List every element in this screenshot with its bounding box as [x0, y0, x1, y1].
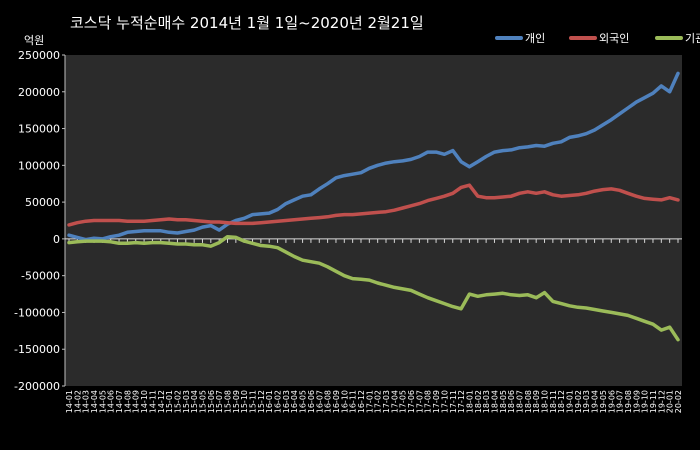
x-tick-label: 16-10 [340, 390, 349, 413]
x-tick-label: 14-06 [107, 390, 116, 413]
x-tick-label: 16-03 [282, 390, 291, 413]
y-tick-label: 0 [53, 233, 60, 246]
x-tick-label: 18-11 [549, 390, 558, 413]
x-tick-label: 15-02 [173, 390, 182, 413]
x-tick-label: 17-10 [440, 390, 449, 413]
x-tick-label: 18-03 [482, 390, 491, 413]
x-tick-label: 16-01 [265, 390, 274, 413]
x-tick-label: 17-04 [390, 390, 399, 413]
x-tick-label: 19-10 [641, 390, 650, 413]
x-tick-label: 18-01 [465, 390, 474, 413]
x-tick-label: 14-08 [123, 390, 132, 413]
x-tick-label: 16-06 [307, 390, 316, 413]
x-tick-label: 18-09 [532, 390, 541, 413]
x-tick-label: 16-05 [299, 390, 308, 413]
x-tick-label: 19-09 [632, 390, 641, 413]
x-tick-label: 15-03 [182, 390, 191, 413]
x-tick-label: 17-01 [365, 390, 374, 413]
x-tick-label: 14-03 [82, 390, 91, 413]
x-tick-label: 15-04 [190, 390, 199, 413]
x-tick-label: 15-01 [165, 390, 174, 413]
x-tick-label: 18-06 [507, 390, 516, 413]
series-line-2 [67, 234, 680, 342]
legend: 개인 외국인 기관 [495, 32, 700, 45]
x-axis: 14-01 14-02 14-03 14-04 14-05 14-06 14-07 14-08… [65, 238, 683, 413]
series-line-1 [67, 183, 680, 227]
x-tick-label: 16-09 [332, 390, 341, 413]
legend-label-1: 외국인 [599, 32, 629, 45]
x-tick-label: 15-12 [257, 390, 266, 413]
x-tick-label: 19-11 [649, 390, 658, 413]
x-tick-label: 17-06 [407, 390, 416, 413]
x-tick-label: 14-09 [132, 390, 141, 413]
y-tick-label: -50000 [21, 270, 60, 283]
x-tick-label: 14-07 [115, 390, 124, 413]
x-tick-label: 16-08 [324, 390, 333, 413]
x-tick-label: 16-11 [349, 390, 358, 413]
x-tick-label: 14-04 [90, 390, 99, 413]
x-tick-label: 15-10 [240, 390, 249, 413]
x-tick-label: 19-07 [616, 390, 625, 413]
x-tick-label: 19-12 [657, 390, 666, 413]
x-tick-label: 16-12 [357, 390, 366, 413]
x-tick-label: 19-03 [582, 390, 591, 413]
x-tick-label: 17-03 [382, 390, 391, 413]
x-tick-label: 17-05 [399, 390, 408, 413]
y-tick-label: -200000 [14, 380, 60, 393]
x-tick-label: 19-02 [574, 390, 583, 413]
legend-label-2: 기관 [685, 32, 700, 45]
x-tick-label: 14-11 [148, 390, 157, 413]
x-tick-label: 14-05 [98, 390, 107, 413]
y-tick-label: 100000 [18, 159, 60, 172]
x-tick-label: 18-08 [524, 390, 533, 413]
x-tick-label: 19-04 [591, 390, 600, 413]
x-tick-label: 17-02 [374, 390, 383, 413]
x-tick-label: 14-01 [65, 390, 74, 413]
x-tick-label: 20-02 [674, 390, 683, 413]
y-tick-label: -100000 [14, 306, 60, 319]
y-unit-label: 억원 [24, 34, 44, 47]
x-tick-label: 15-11 [249, 390, 258, 413]
x-tick-label: 18-02 [474, 390, 483, 413]
x-tick-label: 18-07 [515, 390, 524, 413]
y-axis: -200000 -150000 -100000 -50000 0 50000 100000 1… [14, 49, 66, 393]
series-lines [67, 71, 680, 342]
y-tick-label: 250000 [18, 49, 60, 62]
x-tick-label: 17-08 [424, 390, 433, 413]
x-tick-label: 16-07 [315, 390, 324, 413]
legend-label-0: 개인 [525, 32, 545, 45]
x-tick-label: 18-05 [499, 390, 508, 413]
x-tick-label: 19-05 [599, 390, 608, 413]
x-tick-label: 19-06 [607, 390, 616, 413]
x-tick-label: 19-01 [566, 390, 575, 413]
series-line-0 [67, 71, 680, 242]
x-tick-label: 17-07 [415, 390, 424, 413]
x-tick-label: 18-04 [490, 390, 499, 413]
x-tick-label: 16-04 [290, 390, 299, 413]
x-tick-label: 20-01 [666, 390, 675, 413]
x-tick-label: 14-12 [157, 390, 166, 413]
x-tick-label: 14-02 [73, 390, 82, 413]
x-tick-label: 15-05 [198, 390, 207, 413]
x-tick-label: 15-07 [215, 390, 224, 413]
y-tick-label: 200000 [18, 86, 60, 99]
x-tick-label: 18-10 [541, 390, 550, 413]
x-tick-label: 15-08 [224, 390, 233, 413]
x-tick-label: 17-12 [457, 390, 466, 413]
chart-title: 코스닥 누적순매수 2014년 1월 1일~2020년 2월21일 [70, 14, 424, 32]
x-tick-label: 14-10 [140, 390, 149, 413]
y-tick-label: 50000 [25, 196, 60, 209]
y-tick-label: 150000 [18, 123, 60, 136]
x-tick-label: 17-11 [449, 390, 458, 413]
y-tick-label: -150000 [14, 343, 60, 356]
x-tick-label: 17-09 [432, 390, 441, 413]
x-tick-label: 18-12 [557, 390, 566, 413]
x-tick-label: 16-02 [274, 390, 283, 413]
x-tick-label: 19-08 [624, 390, 633, 413]
x-tick-label: 15-09 [232, 390, 241, 413]
x-tick-label: 15-06 [207, 390, 216, 413]
